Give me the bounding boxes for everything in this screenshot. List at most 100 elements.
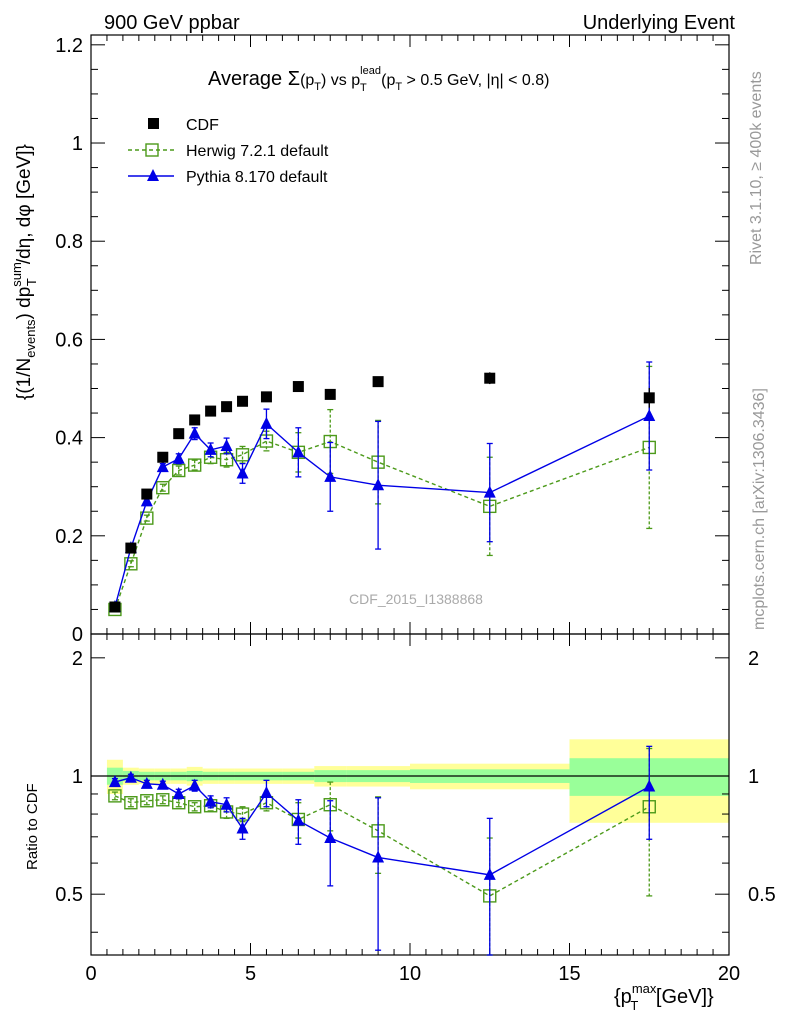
y-tick-label: 1 xyxy=(72,133,83,155)
main-title: Average Σ(pT) vs plead T (pT > 0.5 GeV, |… xyxy=(208,65,549,94)
main-cdf-point xyxy=(643,392,655,404)
legend-label-pythia: Pythia 8.170 default xyxy=(186,169,328,186)
main-cdf-point xyxy=(109,601,121,613)
x-tick-label: 10 xyxy=(399,963,421,985)
ratio-pythia-point xyxy=(260,786,273,799)
ratio-pythia-point xyxy=(220,797,233,810)
main-herwig-point xyxy=(219,453,234,467)
main-pythia-point xyxy=(172,451,185,464)
main-pythia-point xyxy=(372,478,385,491)
x-tick-label: 15 xyxy=(558,963,580,985)
main-cdf-point xyxy=(372,376,384,388)
main-herwig-point xyxy=(124,557,138,571)
title-arg-close: ) xyxy=(321,72,326,89)
main-herwig-point xyxy=(172,463,186,478)
ratio-pythia-point xyxy=(204,794,217,807)
ratio-pythia-point xyxy=(324,831,337,844)
legend-marker-herwig xyxy=(145,143,159,157)
ratio-pythia-point xyxy=(140,776,153,789)
main-pythia-point xyxy=(260,416,273,429)
legend-marker-pythia xyxy=(147,169,159,181)
main-ylabel: {(1/Nevents) dpsumT/dη, dφ [GeV]} xyxy=(9,144,39,400)
ratio-herwig-point xyxy=(156,793,170,807)
ratio-herwig-point xyxy=(124,796,138,810)
y-tick-label: 0.8 xyxy=(55,231,83,253)
main-pythia-point xyxy=(643,409,656,422)
y-tick-label: 0.4 xyxy=(55,428,83,450)
main-pythia-line xyxy=(114,415,650,608)
y-tick-label: 0 xyxy=(72,624,83,646)
header-right: Underlying Event xyxy=(583,12,736,34)
main-pythia-point xyxy=(140,494,153,507)
main-herwig-point xyxy=(235,448,250,462)
main-pythia-point xyxy=(324,469,337,482)
main-cdf-point xyxy=(221,401,233,413)
rivet-label: Rivet 3.1.10, ≥ 400k events xyxy=(748,71,765,265)
ratio-pythia-point xyxy=(124,770,137,783)
xlabel: {pmax T [GeV]} xyxy=(614,981,714,1013)
main-cdf-point xyxy=(157,451,169,463)
mcplots-label: mcplots.cern.ch [arXiv:1306.3436] xyxy=(751,388,768,630)
title-cuts-sub: T xyxy=(395,81,402,93)
ratio-y-tick-label-right: 1 xyxy=(748,766,759,788)
title-average: Average xyxy=(208,68,288,90)
ratio-pythia-point xyxy=(372,850,385,863)
main-pythia-point xyxy=(204,442,217,455)
title-cuts-b: > 0.5 GeV, |η| < 0.8) xyxy=(402,72,549,89)
main-cdf-point xyxy=(189,414,201,426)
title-lead-sub: T xyxy=(360,82,367,94)
main-pythia-point xyxy=(292,445,305,458)
ratio-y-tick-label: 2 xyxy=(72,648,83,670)
ratio-pythia-point xyxy=(156,777,169,790)
ratio-pythia-point xyxy=(643,779,656,792)
ratio-pythia-point xyxy=(483,867,496,880)
x-tick-label: 5 xyxy=(245,963,256,985)
chart-marks: 0 5 10 15 20 0 0.2 0.4 0.6 0.8 1 1.2 0.5 0.5 1 1 2 2 xyxy=(55,34,776,985)
analysis-watermark: CDF_2015_I1388868 xyxy=(349,591,483,607)
main-cdf-point xyxy=(292,381,304,393)
legend-label-cdf: CDF xyxy=(186,117,219,134)
main-cdf-point xyxy=(205,405,217,417)
main-cdf-point xyxy=(173,428,185,440)
main-herwig-point xyxy=(156,480,170,495)
ratio-pythia-point xyxy=(188,778,201,791)
ratio-ylabel: Ratio to CDF xyxy=(24,783,41,870)
main-pythia-point xyxy=(156,460,169,473)
main-cdf-point xyxy=(260,391,272,403)
main-cdf-point xyxy=(141,488,153,500)
title-sigma: Σ xyxy=(288,68,300,90)
legend-marker-cdf xyxy=(148,118,159,129)
ratio-y-tick-label: 0.5 xyxy=(55,884,83,906)
ratio-herwig-point xyxy=(108,789,122,803)
title-lead: lead xyxy=(360,65,381,77)
title-vs: vs p xyxy=(326,72,360,89)
y-tick-label: 0.2 xyxy=(55,526,83,548)
main-pythia-point xyxy=(188,426,201,439)
main-cdf-point xyxy=(125,542,137,554)
main-cdf-point xyxy=(484,372,496,384)
ratio-herwig-point xyxy=(187,800,202,814)
main-cdf-point xyxy=(237,395,249,407)
ratio-pythia-point xyxy=(292,813,305,826)
ratio-pythia-point xyxy=(236,821,249,834)
ratio-pythia-point xyxy=(108,775,121,788)
x-tick-label: 20 xyxy=(718,963,740,985)
ratio-y-tick-label: 1 xyxy=(72,766,83,788)
legend-label-herwig: Herwig 7.2.1 default xyxy=(186,143,329,160)
main-pythia-point xyxy=(236,466,249,479)
header-left: 900 GeV ppbar xyxy=(104,12,240,34)
legend: CDF Herwig 7.2.1 default Pythia 8.170 de… xyxy=(128,117,329,186)
ratio-y-tick-label-right: 2 xyxy=(748,648,759,670)
y-tick-label: 0.6 xyxy=(55,329,83,351)
ratio-herwig-point xyxy=(140,794,154,808)
y-tick-label: 1.2 xyxy=(55,35,83,57)
main-herwig-point xyxy=(187,458,202,472)
title-cuts-a: (p xyxy=(377,72,396,89)
x-tick-label: 0 xyxy=(85,963,96,985)
title-arg-open: (p xyxy=(300,72,314,89)
ratio-y-tick-label-right: 0.5 xyxy=(748,884,776,906)
title-arg-sub: T xyxy=(314,81,321,93)
ratio-pythia-point xyxy=(172,786,185,799)
main-pythia-point xyxy=(483,485,496,498)
